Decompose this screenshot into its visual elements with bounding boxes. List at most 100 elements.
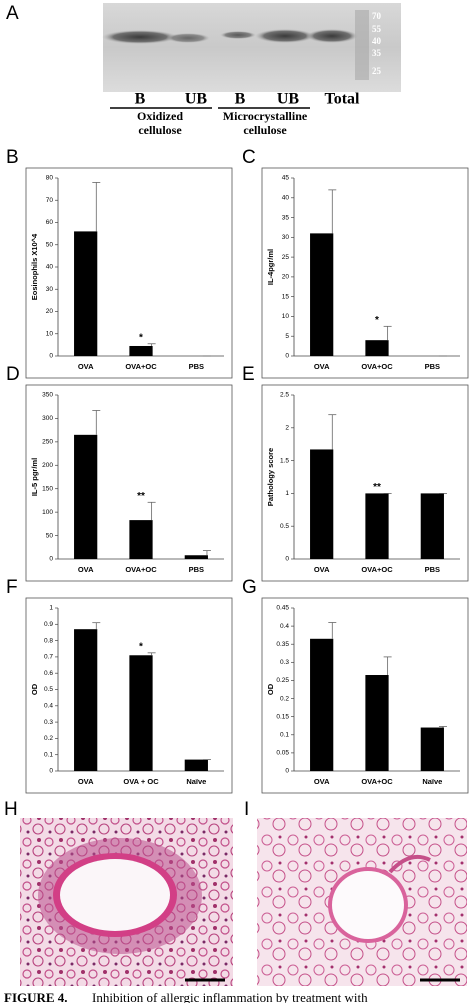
y-tick-label: 0.5 (44, 686, 53, 693)
y-tick-label: 0.8 (44, 637, 53, 644)
x-tick-label: PBS (425, 362, 440, 371)
y-tick-label: 10 (282, 313, 290, 320)
x-tick-label: OVA (314, 565, 330, 574)
bar (310, 638, 334, 771)
y-tick-label: 100 (42, 509, 53, 516)
panel-label: F (6, 577, 18, 598)
group-label: Microcrystalline (223, 109, 308, 123)
y-tick-label: 25 (282, 254, 290, 261)
y-tick-label: 20 (46, 308, 54, 315)
y-tick-label: 0.1 (44, 751, 53, 758)
x-tick-label: OVA (314, 362, 330, 371)
y-tick-label: 0.5 (280, 523, 289, 530)
y-tick-label: 30 (282, 234, 290, 241)
panel-label: H (4, 799, 18, 820)
y-tick-label: 0.1 (280, 731, 289, 738)
gel-image (102, 3, 401, 92)
y-axis-label: OD (30, 683, 39, 695)
panel-label: D (6, 364, 20, 385)
x-tick-label: OVA + OC (123, 777, 159, 786)
x-tick-label: PBS (425, 565, 440, 574)
y-tick-label: 200 (42, 462, 53, 469)
y-tick-label: 0.3 (280, 659, 289, 666)
bar (420, 727, 444, 771)
panel-label: E (242, 364, 255, 385)
x-tick-label: OVA (78, 362, 94, 371)
x-tick-label: OVA+OC (361, 777, 393, 786)
y-tick-label: 50 (46, 532, 54, 539)
significance-label: ** (373, 482, 381, 493)
panel-label: A (6, 3, 19, 24)
x-tick-label: Naïve (422, 777, 442, 786)
x-tick-label: Naïve (186, 777, 206, 786)
significance-label: * (139, 332, 143, 343)
y-tick-label: 45 (282, 175, 290, 182)
bar (129, 655, 153, 771)
x-tick-label: OVA+OC (361, 565, 393, 574)
y-tick-label: 30 (46, 286, 54, 293)
caption-label: FIGURE 4. (4, 990, 68, 1003)
lane-label: B (135, 91, 146, 108)
lane-label: UB (277, 91, 300, 108)
y-tick-label: 0.05 (276, 750, 289, 757)
y-tick-label: 0.3 (44, 719, 53, 726)
y-tick-label: 350 (42, 392, 53, 399)
marker-label: 25 (372, 66, 382, 76)
x-tick-label: PBS (189, 565, 204, 574)
y-tick-label: 1.5 (280, 457, 289, 464)
x-tick-label: OVA (314, 777, 330, 786)
panel-label: C (242, 147, 256, 168)
y-tick-label: 0.15 (276, 713, 289, 720)
y-axis-label: IL-5 pgr/ml (30, 458, 39, 496)
bar (365, 493, 389, 559)
y-tick-label: 0.35 (276, 641, 289, 648)
marker-label: 35 (372, 48, 382, 58)
x-tick-label: OVA (78, 565, 94, 574)
x-tick-label: OVA (78, 777, 94, 786)
y-tick-label: 0 (285, 768, 289, 775)
y-tick-label: 80 (46, 175, 54, 182)
y-tick-label: 60 (46, 219, 54, 226)
y-tick-label: 0.7 (44, 654, 53, 661)
y-tick-label: 0 (285, 556, 289, 563)
lane-label: B (235, 91, 246, 108)
y-tick-label: 1 (49, 605, 53, 612)
y-tick-label: 0.2 (280, 695, 289, 702)
significance-label: * (139, 641, 143, 652)
bar (74, 629, 98, 771)
chart-frame (25, 167, 233, 379)
y-axis-label: OD (266, 683, 275, 695)
y-tick-label: 0.2 (44, 735, 53, 742)
significance-label: * (375, 315, 379, 326)
y-tick-label: 0.9 (44, 621, 53, 628)
y-tick-label: 0.4 (44, 703, 53, 710)
y-tick-label: 1 (285, 490, 289, 497)
caption-text: Inhibition of allergic inflammation by t… (92, 990, 368, 1003)
y-tick-label: 5 (285, 333, 289, 340)
panel-label: G (242, 577, 257, 598)
y-axis-label: Eosinophils X10^4 (30, 233, 39, 300)
y-tick-label: 15 (282, 293, 290, 300)
x-tick-label: OVA+OC (125, 565, 157, 574)
y-tick-label: 300 (42, 415, 53, 422)
y-tick-label: 0 (285, 353, 289, 360)
y-axis-label: IL-4pgr/ml (266, 249, 275, 285)
y-tick-label: 0.6 (44, 670, 53, 677)
y-tick-label: 2 (285, 425, 289, 432)
bar (74, 231, 98, 356)
y-tick-label: 0.45 (276, 605, 289, 612)
y-tick-label: 10 (46, 330, 54, 337)
y-tick-label: 0.4 (280, 623, 289, 630)
bar (310, 449, 334, 559)
bar (420, 493, 444, 559)
bar (74, 434, 98, 559)
bar (184, 759, 208, 771)
x-tick-label: OVA+OC (125, 362, 157, 371)
group-label: cellulose (243, 123, 287, 137)
y-tick-label: 40 (282, 194, 290, 201)
lane-label: UB (185, 91, 208, 108)
y-tick-label: 0 (49, 768, 53, 775)
bar (310, 233, 334, 356)
panel-label: I (244, 799, 249, 820)
